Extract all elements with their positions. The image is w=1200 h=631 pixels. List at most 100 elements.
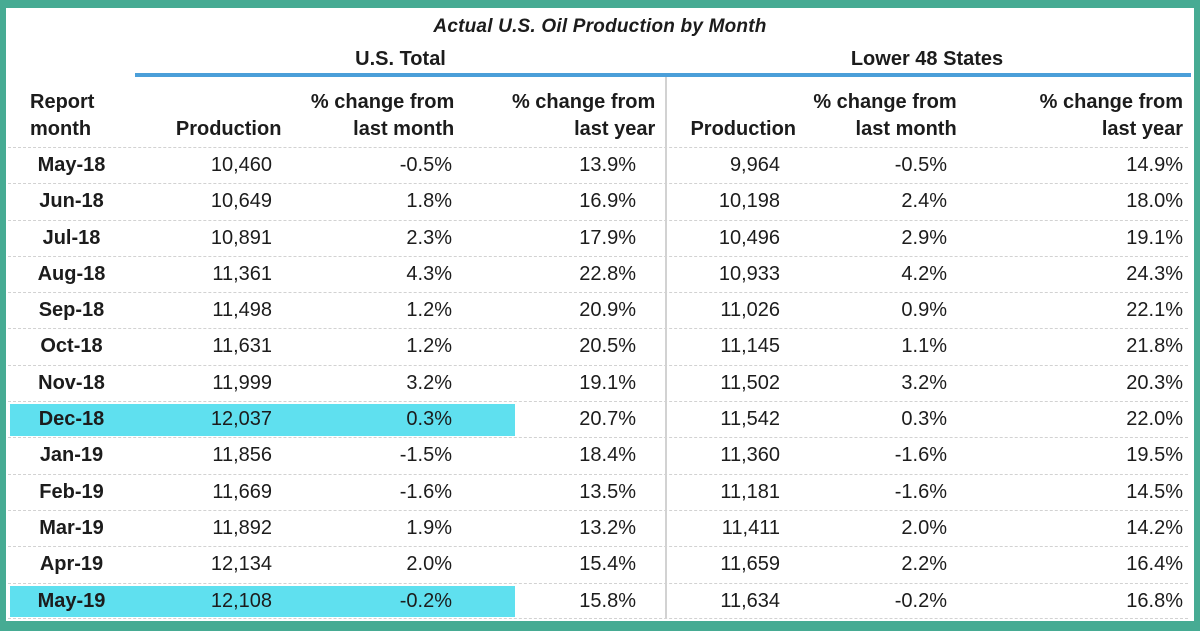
- cell-us-pct-last-year: 17.9%: [579, 226, 636, 249]
- highlight-bar: [10, 585, 515, 617]
- cell-report-month: Sep-18: [38, 299, 105, 322]
- cell-report-month: Nov-18: [38, 371, 105, 394]
- header-l48-production: Production: [690, 118, 796, 140]
- cell-l48-production: 11,411: [721, 516, 780, 539]
- cell-report-month: Apr-19: [39, 553, 104, 576]
- cell-us-pct-last-year: 16.9%: [579, 190, 636, 213]
- table-row: Dec-18 12,037 0.3% 20.7% 11,542 0.3% 22.…: [8, 401, 1188, 437]
- cell-us-production: 11,631: [212, 335, 272, 358]
- cell-us-production: 11,498: [212, 299, 272, 322]
- cell-l48-production: 11,145: [720, 335, 780, 358]
- cell-us-production: 11,892: [212, 516, 272, 539]
- group-header-row: U.S. Total Lower 48 States: [8, 44, 1188, 74]
- cell-us-pct-last-year: 13.2%: [579, 516, 636, 539]
- cell-us-pct-last-year: 18.4%: [579, 444, 636, 467]
- table-row: Aug-18 11,361 4.3% 22.8% 10,933 4.2% 24.…: [8, 255, 1188, 292]
- cell-l48-pct-last-month: 0.9%: [901, 299, 947, 322]
- header-report-month-line2: month: [30, 118, 92, 140]
- cell-l48-production: 11,360: [720, 444, 780, 467]
- cell-us-production: 12,108: [210, 589, 272, 612]
- cell-us-pct-last-year: 19.1%: [579, 371, 636, 394]
- cell-us-pct-last-month: -0.2%: [399, 589, 452, 612]
- table-row: Sep-18 11,498 1.2% 20.9% 11,026 0.9% 22.…: [8, 292, 1188, 328]
- header-report-month-line1: Report: [30, 91, 95, 113]
- cell-us-production: 10,460: [210, 154, 272, 176]
- table-row: Nov-18 11,999 3.2% 19.1% 11,502 3.2% 20.…: [8, 364, 1188, 401]
- table-body: May-18 10,460 -0.5% 13.9% 9,964 -0.5% 14…: [8, 147, 1188, 619]
- cell-l48-pct-last-month: 0.3%: [901, 408, 947, 431]
- cell-us-production: 10,891: [210, 226, 272, 249]
- cell-report-month: Oct-18: [40, 335, 103, 358]
- cell-us-pct-last-month: -1.5%: [399, 444, 452, 467]
- column-divider: [665, 77, 667, 619]
- cell-l48-pct-last-month: 1.1%: [901, 335, 947, 358]
- group-underline: [135, 73, 1191, 77]
- cell-l48-pct-last-year: 19.1%: [1126, 226, 1183, 249]
- column-header-row: Report month Production % change from la…: [8, 77, 1188, 147]
- table-row: May-19 12,108 -0.2% 15.8% 11,634 -0.2% 1…: [8, 582, 1188, 619]
- cell-report-month: Feb-19: [39, 480, 104, 503]
- table-row: Apr-19 12,134 2.0% 15.4% 11,659 2.2% 16.…: [8, 546, 1188, 582]
- header-us-pct-last-month-line2: last month: [353, 118, 455, 140]
- cell-report-month: Aug-18: [37, 262, 106, 285]
- group-header-us-total: U.S. Total: [355, 48, 446, 70]
- cell-us-pct-last-month: 0.3%: [406, 408, 452, 431]
- cell-report-month: May-18: [37, 154, 106, 176]
- cell-us-pct-last-year: 20.5%: [579, 335, 636, 358]
- header-l48-pct-last-month-line1: % change from: [813, 91, 957, 113]
- cell-report-month: Dec-18: [38, 408, 105, 431]
- table-row: Mar-19 11,892 1.9% 13.2% 11,411 2.0% 14.…: [8, 509, 1188, 546]
- cell-l48-pct-last-year: 24.3%: [1126, 262, 1183, 285]
- table-row: Feb-19 11,669 -1.6% 13.5% 11,181 -1.6% 1…: [8, 473, 1188, 510]
- cell-us-pct-last-month: 1.2%: [406, 299, 452, 322]
- header-l48-pct-last-month: % change from last month: [800, 89, 961, 147]
- cell-us-pct-last-year: 13.9%: [579, 154, 636, 176]
- cell-report-month: May-19: [37, 589, 106, 612]
- cell-us-pct-last-year: 20.9%: [579, 299, 636, 322]
- cell-l48-pct-last-year: 22.0%: [1126, 408, 1183, 431]
- cell-l48-pct-last-month: 2.0%: [901, 516, 947, 539]
- group-header-spacer: [8, 44, 135, 74]
- header-us-pct-last-month: % change from last month: [285, 89, 458, 147]
- group-header-lower-48: Lower 48 States: [850, 48, 1004, 70]
- cell-l48-pct-last-year: 16.4%: [1126, 553, 1183, 576]
- cell-us-pct-last-month: 3.2%: [406, 371, 452, 394]
- header-us-pct-last-year-line2: last year: [574, 118, 656, 140]
- header-l48-pct-last-year-line1: % change from: [1039, 91, 1184, 113]
- header-l48-pct-last-year: % change from last year: [961, 89, 1188, 147]
- cell-report-month: Mar-19: [39, 516, 104, 539]
- cell-us-pct-last-year: 13.5%: [579, 480, 636, 503]
- cell-l48-pct-last-year: 14.9%: [1126, 154, 1183, 176]
- header-us-production: Production: [175, 118, 282, 140]
- table-panel: Actual U.S. Oil Production by Month U.S.…: [6, 8, 1194, 621]
- page-title: Actual U.S. Oil Production by Month: [433, 16, 767, 37]
- highlight-bar: [10, 404, 515, 437]
- cell-us-production: 12,037: [210, 408, 272, 431]
- cell-us-production: 12,134: [210, 553, 272, 576]
- cell-l48-pct-last-year: 19.5%: [1126, 444, 1183, 467]
- cell-report-month: Jan-19: [39, 444, 104, 467]
- cell-l48-production: 11,634: [720, 589, 780, 612]
- cell-us-pct-last-year: 20.7%: [579, 408, 636, 431]
- cell-us-pct-last-month: 1.9%: [406, 516, 452, 539]
- cell-l48-production: 11,502: [720, 371, 780, 394]
- cell-us-pct-last-month: 2.3%: [406, 226, 452, 249]
- cell-l48-pct-last-month: -1.6%: [894, 444, 947, 467]
- cell-l48-pct-last-year: 20.3%: [1126, 371, 1183, 394]
- cell-us-pct-last-year: 15.8%: [579, 589, 636, 612]
- cell-us-pct-last-year: 22.8%: [579, 262, 636, 285]
- cell-report-month: Jun-18: [39, 190, 104, 213]
- cell-l48-pct-last-month: -1.6%: [894, 480, 947, 503]
- cell-us-pct-last-year: 15.4%: [579, 553, 636, 576]
- cell-l48-production: 11,659: [720, 553, 780, 576]
- cell-l48-production: 11,026: [720, 299, 780, 322]
- table-row: Oct-18 11,631 1.2% 20.5% 11,145 1.1% 21.…: [8, 328, 1188, 364]
- cell-l48-pct-last-month: -0.2%: [894, 589, 947, 612]
- table-row: May-18 10,460 -0.5% 13.9% 9,964 -0.5% 14…: [8, 147, 1188, 183]
- cell-us-pct-last-month: 1.8%: [406, 190, 452, 213]
- cell-l48-production: 10,496: [718, 226, 780, 249]
- cell-l48-pct-last-month: 3.2%: [901, 371, 947, 394]
- cell-us-pct-last-month: -1.6%: [399, 480, 452, 503]
- cell-l48-pct-last-month: 4.2%: [901, 262, 947, 285]
- cell-report-month: Jul-18: [42, 226, 101, 249]
